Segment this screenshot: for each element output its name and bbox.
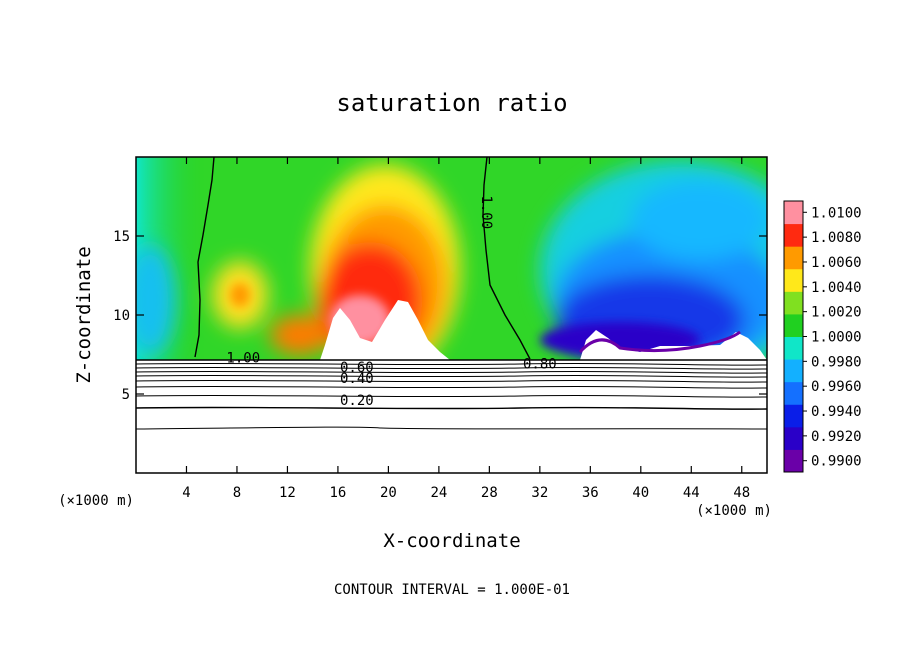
colorbar-label: 0.9940 xyxy=(811,404,862,420)
x-tick-label: 24 xyxy=(430,485,447,501)
colorbar-swatch xyxy=(784,268,803,292)
x-unit-label-left: (×1000 m) xyxy=(58,493,134,509)
x-tick-label: 44 xyxy=(683,485,700,501)
colorbar-label: 1.0000 xyxy=(811,330,862,346)
colorbar-swatch xyxy=(784,246,803,270)
x-tick-label: 4 xyxy=(182,485,190,501)
chart-title: saturation ratio xyxy=(336,89,567,117)
contour-label: 0.60 xyxy=(340,360,374,376)
colorbar-label: 1.0080 xyxy=(811,230,862,246)
x-unit-label-right: (×1000 m) xyxy=(696,503,772,519)
x-tick-label: 12 xyxy=(279,485,296,501)
colorbar-swatch xyxy=(784,313,803,337)
contour-lines xyxy=(135,156,768,430)
colorbar-swatch xyxy=(784,291,803,315)
contour-labels: 1.00 1.00 0.80 0.600.40 0.20 xyxy=(226,195,556,409)
colorbar-label: 1.0040 xyxy=(811,280,862,296)
colorbar-label: 0.9980 xyxy=(811,354,862,370)
colorbar-swatch xyxy=(784,201,803,225)
x-tick-label: 48 xyxy=(733,485,750,501)
contour-label: 0.40 xyxy=(340,371,374,387)
contour-label: 1.00 xyxy=(226,350,260,366)
y-axis: 5 10 15 xyxy=(113,229,767,403)
colorbar-label: 0.9920 xyxy=(811,429,862,445)
x-axis: 4 8 12 16 20 24 28 32 36 40 44 48 xyxy=(182,157,750,501)
y-tick-label: 5 xyxy=(122,387,130,403)
x-tick-label: 36 xyxy=(582,485,599,501)
filled-contour-field xyxy=(136,157,767,360)
x-tick-label: 16 xyxy=(329,485,346,501)
contour-label: 0.80 xyxy=(523,357,557,373)
x-tick-label: 28 xyxy=(481,485,498,501)
colorbar-swatch xyxy=(784,449,803,473)
colorbar-swatch xyxy=(784,336,803,360)
colorbar-label: 0.9900 xyxy=(811,454,862,470)
contour-label: 0.20 xyxy=(340,393,374,409)
y-tick-label: 15 xyxy=(113,229,130,245)
colorbar-label: 1.0060 xyxy=(811,255,862,271)
x-tick-label: 20 xyxy=(380,485,397,501)
colorbar-swatch xyxy=(784,426,803,450)
colorbar: 0.9900 0.9920 0.9940 0.9960 0.9980 1.0000 1.00… xyxy=(783,200,862,473)
y-axis-title: Z-coordinate xyxy=(73,246,95,383)
x-axis-title: X-coordinate xyxy=(383,530,520,552)
colorbar-label: 0.9960 xyxy=(811,379,862,395)
x-tick-label: 32 xyxy=(531,485,548,501)
contour-interval-note: CONTOUR INTERVAL = 1.000E-01 xyxy=(334,582,570,598)
colorbar-swatch xyxy=(784,404,803,428)
colorbar-label: 1.0100 xyxy=(811,205,862,221)
x-tick-label: 8 xyxy=(233,485,241,501)
colorbar-swatch xyxy=(784,359,803,383)
contour-label: 1.00 xyxy=(478,195,494,229)
x-tick-label: 40 xyxy=(632,485,649,501)
colorbar-swatch xyxy=(784,381,803,405)
y-tick-label: 10 xyxy=(113,308,130,324)
colorbar-label: 1.0020 xyxy=(811,305,862,321)
colorbar-swatch xyxy=(784,223,803,247)
